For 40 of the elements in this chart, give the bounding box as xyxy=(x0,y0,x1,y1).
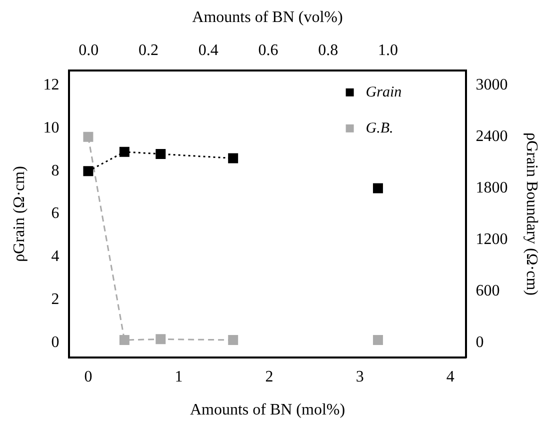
x2-tick-label: 0.6 xyxy=(258,42,278,60)
y-tick-label: 2 xyxy=(51,290,60,308)
y-tick-label: 4 xyxy=(51,248,60,266)
y2-tick-label: 1800 xyxy=(476,179,508,196)
x2-tick-label: 0.4 xyxy=(198,42,218,60)
y2-tick-label: 600 xyxy=(476,282,500,300)
x-tick-label: 3 xyxy=(356,368,364,386)
point xyxy=(156,334,166,344)
point xyxy=(119,146,130,157)
x-tick-label: 0 xyxy=(84,368,92,386)
point xyxy=(156,148,166,159)
point xyxy=(83,166,94,176)
x-tick-label: 4 xyxy=(446,368,454,386)
point xyxy=(119,335,130,346)
x2-axis-title: Amounts of BN (vol%) xyxy=(192,8,343,26)
x2-tick-label: 1.0 xyxy=(378,42,398,60)
y2-axis-title: ρGrain Boundary (Ω·cm) xyxy=(523,132,540,296)
point xyxy=(372,183,383,194)
y2-tick-label: 0 xyxy=(476,334,484,351)
x-tick-label: 1 xyxy=(174,368,183,386)
legend-label: G.B. xyxy=(366,120,394,136)
y-tick-label: 8 xyxy=(51,162,60,180)
point xyxy=(83,132,94,142)
x2-tick-label: 0.0 xyxy=(78,42,99,60)
point xyxy=(228,335,238,346)
point xyxy=(372,335,383,346)
legend-label: Grain xyxy=(366,84,402,100)
y-tick-label: 0 xyxy=(51,334,60,351)
x2-tick-label: 0.8 xyxy=(318,42,338,60)
y2-tick-label: 2400 xyxy=(476,128,508,146)
y2-tick-label: 3000 xyxy=(476,76,508,94)
y-axis-title: ρGrain (Ω·cm) xyxy=(10,166,28,262)
x-tick-label: 2 xyxy=(265,368,274,386)
point xyxy=(228,153,238,164)
y2-tick-label: 1200 xyxy=(476,230,508,248)
y-tick-label: 10 xyxy=(43,119,60,136)
x2-tick-label: 0.2 xyxy=(138,42,159,60)
y-tick-label: 6 xyxy=(51,205,60,222)
x-axis-title: Amounts of BN (mol%) xyxy=(190,402,346,419)
y-tick-label: 12 xyxy=(43,76,60,94)
